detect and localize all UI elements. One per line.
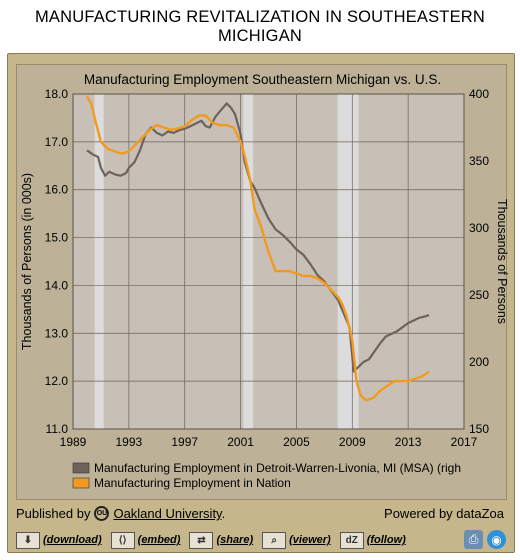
y-tick-label-left: 12.0 bbox=[45, 374, 69, 388]
embed-button[interactable]: ⟨⟩ (embed) bbox=[110, 531, 181, 549]
oakland-university-logo-icon: OU bbox=[94, 506, 110, 521]
publisher-link[interactable]: Oakland University bbox=[113, 506, 222, 521]
legend: Manufacturing Employment in Detroit-Warr… bbox=[72, 461, 461, 490]
powered-by: Powered by dataZoa bbox=[384, 506, 504, 521]
print-icon[interactable]: ⎙ bbox=[464, 530, 483, 549]
y-tick-label-right: 350 bbox=[469, 154, 489, 168]
x-tick-label: 2005 bbox=[283, 435, 310, 449]
publisher-period: . bbox=[221, 506, 226, 521]
x-tick-label: 2013 bbox=[395, 435, 422, 449]
page-title-line: MANUFACTURING REVITALIZATION IN SOUTHEAS… bbox=[34, 8, 486, 26]
plot-background bbox=[73, 94, 464, 429]
x-tick-label: 2017 bbox=[451, 435, 478, 449]
recession-band bbox=[243, 94, 254, 429]
y-axis-label-left: Thousands of Persons (in 000s) bbox=[20, 173, 34, 350]
share-label: (share) bbox=[216, 534, 254, 546]
download-button[interactable]: ⬇ (download) bbox=[16, 531, 102, 549]
page-title-line: MICHIGAN bbox=[217, 27, 303, 45]
x-tick-label: 2001 bbox=[227, 435, 254, 449]
download-label: (download) bbox=[43, 534, 102, 546]
chart-title: Manufacturing Employment Southeastern Mi… bbox=[84, 72, 441, 87]
plot-border bbox=[72, 93, 465, 430]
x-tick-label: 1989 bbox=[60, 435, 87, 449]
legend-swatch-nation bbox=[72, 477, 90, 489]
y-tick-label-right: 200 bbox=[469, 355, 489, 369]
y-tick-label-left: 16.0 bbox=[45, 183, 69, 197]
legend-label-nation: Manufacturing Employment in Nation bbox=[94, 476, 291, 490]
y-tick-label-left: 15.0 bbox=[45, 231, 69, 245]
chart-panel: Manufacturing Employment Southeastern Mi… bbox=[16, 64, 508, 500]
download-icon: ⬇ bbox=[16, 531, 40, 549]
camera-icon[interactable]: ◉ bbox=[487, 530, 506, 549]
plot-area: 11.0 12.0 13.0 14.0 15.0 16.0 17.0 18.0 150 200 25… bbox=[45, 87, 490, 449]
y-tick-label-right: 250 bbox=[469, 288, 489, 302]
x-tick-label: 1993 bbox=[116, 435, 143, 449]
y-tick-label-right: 400 bbox=[469, 87, 489, 101]
embed-label: (embed) bbox=[137, 534, 181, 546]
published-by: Published by OU Oakland University. bbox=[16, 506, 225, 521]
x-tick-label: 2009 bbox=[339, 435, 366, 449]
series-line-detroit bbox=[86, 102, 430, 373]
y-tick-label-left: 14.0 bbox=[45, 278, 69, 292]
published-by-label: Published by bbox=[16, 506, 91, 521]
y-tick-label-left: 11.0 bbox=[46, 422, 69, 436]
follow-button[interactable]: dZ (follow) bbox=[339, 531, 406, 549]
page-title: MANUFACTURING REVITALIZATION IN SOUTHEAS… bbox=[0, 8, 520, 46]
legend-label-detroit: Manufacturing Employment in Detroit-Warr… bbox=[94, 461, 461, 475]
chart-widget: Manufacturing Employment Southeastern Mi… bbox=[7, 53, 515, 553]
viewer-label: (viewer) bbox=[289, 534, 331, 546]
y-tick-label-left: 13.0 bbox=[45, 326, 69, 340]
viewer-button[interactable]: ⌕ (viewer) bbox=[262, 531, 331, 549]
y-tick-label-left: 17.0 bbox=[45, 135, 69, 149]
share-button[interactable]: ⇄ (share) bbox=[189, 531, 254, 549]
y-axis-label-right: Thousands of Persons bbox=[495, 199, 508, 324]
legend-swatch-detroit bbox=[72, 462, 90, 474]
follow-icon: dZ bbox=[339, 531, 364, 549]
series-line-nation bbox=[85, 95, 430, 402]
y-tick-label-left: 18.0 bbox=[45, 87, 69, 101]
embed-icon: ⟨⟩ bbox=[110, 531, 135, 549]
chart-svg: Manufacturing Employment Southeastern Mi… bbox=[20, 72, 508, 490]
follow-label: (follow) bbox=[366, 534, 406, 546]
y-tick-label-right: 300 bbox=[469, 221, 489, 235]
viewer-icon: ⌕ bbox=[262, 531, 287, 549]
share-icon: ⇄ bbox=[189, 531, 214, 549]
y-tick-label-right: 150 bbox=[469, 422, 489, 436]
x-tick-label: 1997 bbox=[171, 435, 198, 449]
toolbar: ⬇ (download) ⟨⟩ (embed) ⇄ (share) ⌕ (vie… bbox=[16, 530, 508, 550]
right-icons: ⎙ ◉ bbox=[464, 530, 506, 549]
recession-band bbox=[94, 94, 104, 429]
